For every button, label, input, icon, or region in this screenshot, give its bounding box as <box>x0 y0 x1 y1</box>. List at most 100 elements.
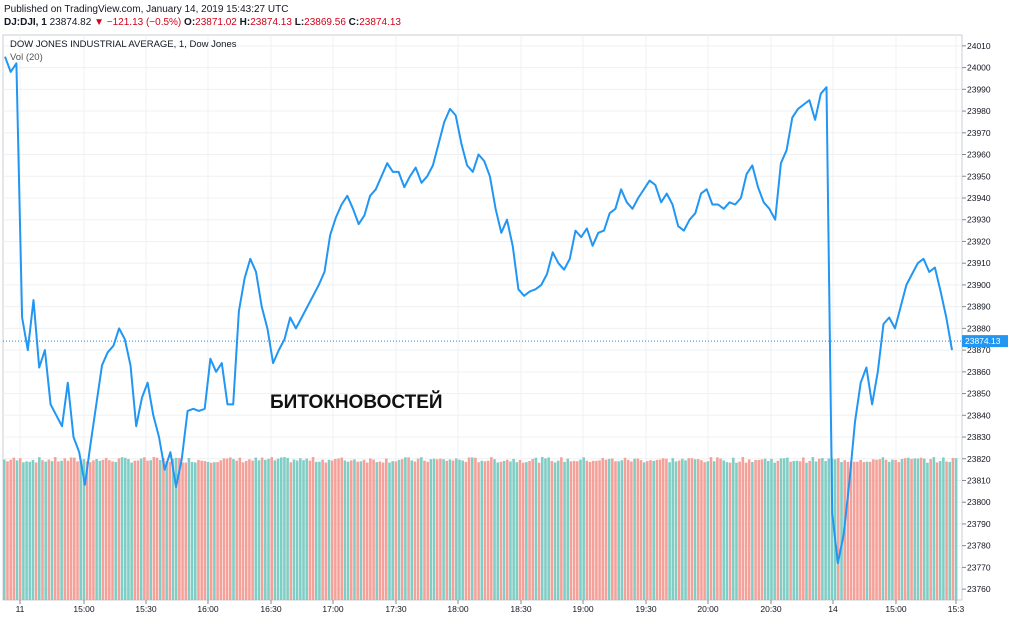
volume-bar <box>213 462 216 600</box>
down-arrow-icon: ▼ <box>94 17 104 28</box>
volume-bar <box>168 461 172 600</box>
volume-bar <box>722 460 726 600</box>
volume-bar <box>598 460 601 600</box>
y-tick-label: 23780 <box>967 541 991 551</box>
volume-bar <box>321 459 324 600</box>
volume-bar <box>283 457 286 600</box>
volume-bar <box>98 460 102 600</box>
volume-bar <box>117 458 121 600</box>
volume-bar <box>420 457 423 600</box>
volume-bar <box>216 462 219 600</box>
volume-bar <box>521 462 525 600</box>
x-tick-label: 17:30 <box>385 604 407 614</box>
volume-bar <box>181 462 184 600</box>
x-tick-label: 19:00 <box>572 604 594 614</box>
x-tick-label: 18:00 <box>447 604 469 614</box>
y-tick-label: 23760 <box>967 584 991 594</box>
volume-bar <box>827 458 831 600</box>
volume-bar <box>95 459 98 600</box>
volume-bar <box>630 461 633 600</box>
volume-bar <box>763 458 767 600</box>
volume-bar <box>859 459 862 600</box>
volume-bar <box>439 458 442 600</box>
y-tick-label: 23830 <box>967 432 991 442</box>
volume-bar <box>595 460 598 600</box>
y-tick-label: 23840 <box>967 410 991 420</box>
time-axis[interactable]: 11 15:00 15:30 16:00 16:30 17:00 17:30 18:00 18:… <box>16 600 965 614</box>
volume-bar <box>206 461 210 600</box>
volume-bar <box>47 459 51 600</box>
volume-bar <box>209 462 213 600</box>
volume-legend: Vol (20) <box>10 52 43 63</box>
volume-bar <box>314 461 318 600</box>
volume-bar <box>3 459 6 600</box>
volume-bar <box>238 457 242 600</box>
volume-bar <box>378 461 382 600</box>
volume-bar <box>591 460 595 600</box>
volume-bar <box>652 460 655 600</box>
volume-bar <box>744 462 748 600</box>
volume-bar <box>553 462 557 600</box>
volume-bar <box>400 459 404 600</box>
volume-bar <box>875 459 878 600</box>
volume-bar <box>837 458 840 600</box>
open-value: 23871.02 <box>195 17 237 28</box>
volume-bar <box>130 462 133 600</box>
volume-bar <box>782 458 786 600</box>
volume-bar <box>435 459 439 600</box>
volume-bar <box>709 457 713 600</box>
volume-bar <box>760 459 764 600</box>
volume-bar <box>69 457 73 600</box>
y-tick-label: 24000 <box>967 63 991 73</box>
volume-bar <box>79 460 82 600</box>
volume-bar <box>862 462 866 600</box>
y-tick-label: 23800 <box>967 497 991 507</box>
volume-bar <box>639 460 643 600</box>
volume-bar <box>260 457 264 600</box>
volume-bar <box>833 459 837 600</box>
volume-bar <box>938 461 942 600</box>
price-series-line <box>4 56 953 565</box>
volume-bar <box>916 458 920 600</box>
volume-bar <box>518 459 522 600</box>
x-tick-label: 16:00 <box>197 604 219 614</box>
volume-bar <box>792 461 796 600</box>
volume-bar <box>569 461 573 600</box>
volume-bar <box>674 461 678 600</box>
volume-bar <box>340 457 344 600</box>
price-axis[interactable]: 24010 24000 23990 23980 23970 23960 23950 23940… <box>962 41 991 594</box>
volume-bar <box>82 458 86 600</box>
volume-bar <box>547 457 550 600</box>
high-label: H: <box>239 17 251 28</box>
y-tick-label: 24010 <box>967 41 991 51</box>
volume-bar <box>846 461 850 600</box>
low-label: L: <box>294 17 305 28</box>
volume-bar <box>802 457 805 600</box>
volume-bar <box>136 460 140 600</box>
volume-bar <box>531 458 535 600</box>
volume-bar <box>789 461 792 600</box>
volume-bar <box>712 461 716 600</box>
volume-bar <box>442 459 445 600</box>
volume-bar <box>728 462 732 600</box>
volume-bar <box>690 458 694 600</box>
volume-bar <box>849 461 853 600</box>
volume-bar <box>194 462 197 600</box>
volume-bar <box>626 459 630 600</box>
volume-bar <box>579 459 582 600</box>
volume-bar <box>607 458 611 600</box>
volume-bar <box>646 461 649 600</box>
high-value: 23874.13 <box>250 17 292 28</box>
volume-bar <box>327 459 331 600</box>
volume-bar <box>241 462 245 600</box>
volume-bar <box>391 461 394 600</box>
volume-bar <box>935 462 939 600</box>
volume-bar <box>254 457 258 600</box>
volume-bar <box>687 458 690 600</box>
volume-bar <box>490 457 493 600</box>
volume-bar <box>244 460 248 600</box>
volume-bar <box>66 460 70 600</box>
volume-bar <box>289 462 293 600</box>
volume-bar <box>318 461 321 600</box>
